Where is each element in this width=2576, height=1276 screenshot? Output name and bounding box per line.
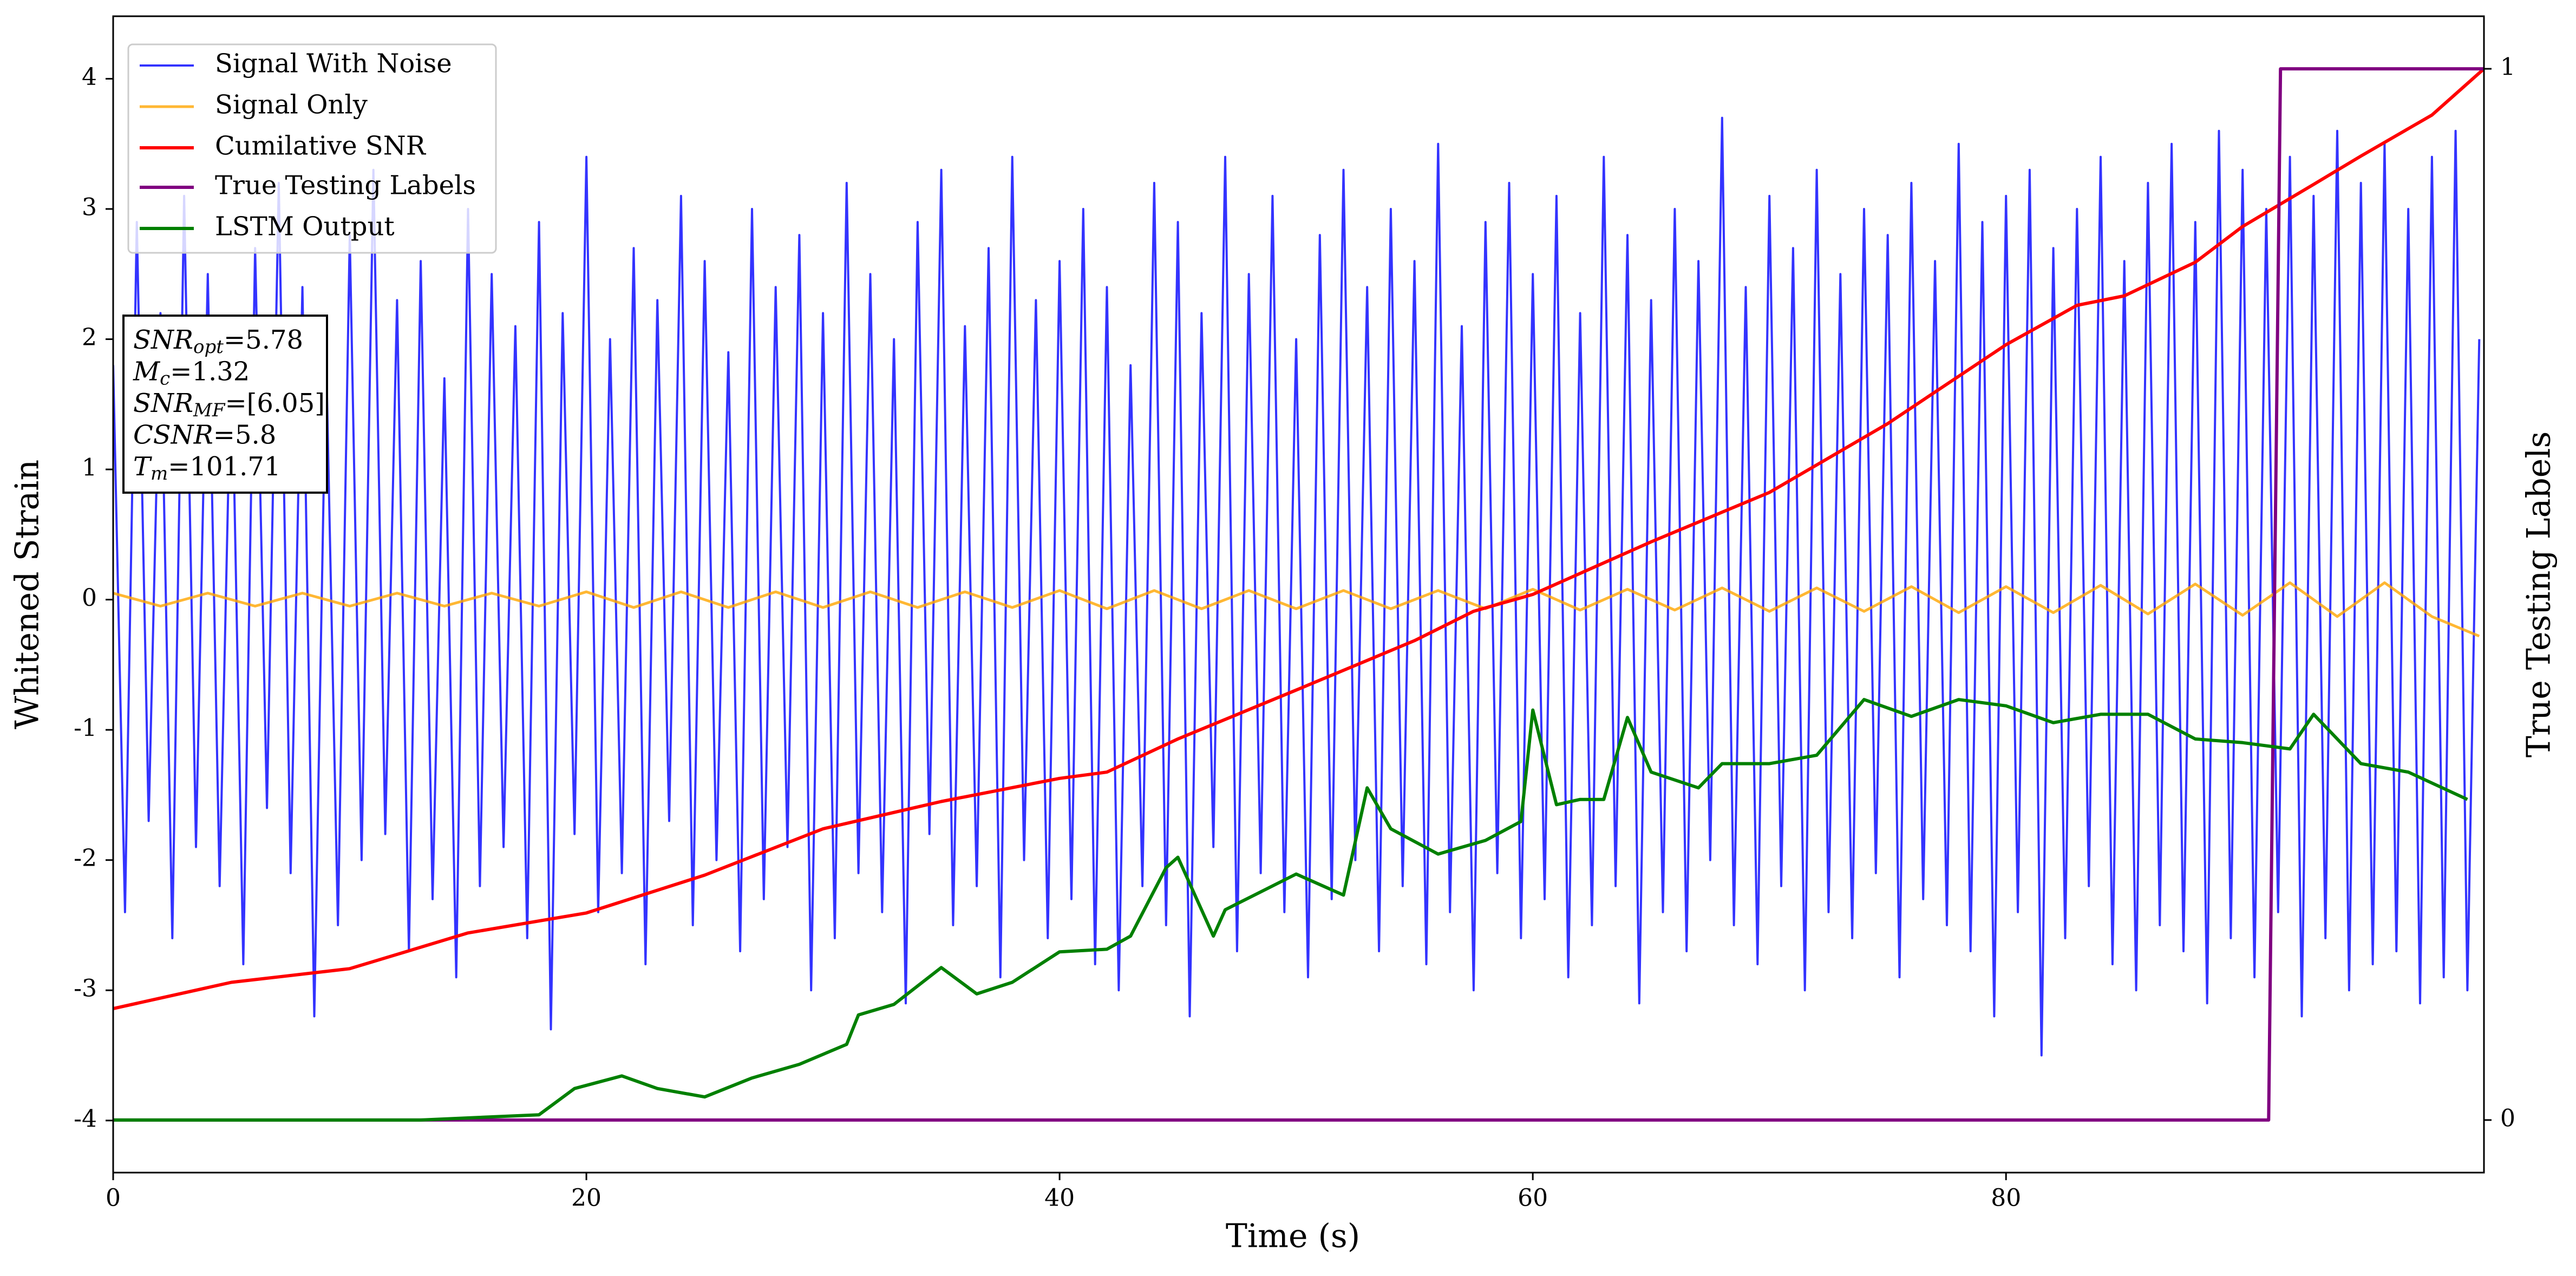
y2-axis-label: True Testing Labels	[2520, 431, 2558, 758]
annotation-subscript: c	[160, 368, 170, 390]
annotation-line: SNRMF=[6.05]	[133, 388, 325, 422]
annotation-value: =5.8	[213, 420, 277, 450]
annotation-symbol: SNR	[133, 388, 193, 418]
axes-frame	[112, 15, 2485, 1174]
annotation-line: SNRopt=5.78	[133, 325, 303, 358]
annotation-line: Tm=101.71	[133, 451, 280, 485]
annotation-line: Mc=1.32	[133, 356, 250, 390]
x-tick-label: 60	[1518, 1185, 1548, 1212]
plot-area	[113, 67, 2484, 1122]
y-tick-label: 2	[82, 324, 97, 351]
legend-label: LSTM Output	[215, 212, 395, 242]
x-axis-label: Time (s)	[1226, 1218, 1360, 1255]
annotation-value: =1.32	[170, 356, 250, 387]
y-tick-label: 0	[82, 584, 97, 612]
series-line	[113, 67, 2484, 1122]
legend-label: True Testing Labels	[215, 171, 476, 201]
series-line	[113, 116, 2481, 1057]
annotation-symbol: CSNR	[133, 420, 213, 450]
annotation-subscript: MF	[193, 400, 226, 421]
annotation-value: =101.71	[168, 451, 280, 482]
annotation-value: =5.78	[224, 325, 303, 355]
x-tick-label: 80	[1991, 1185, 2021, 1212]
annotation-symbol: M	[133, 356, 161, 387]
y-tick-label: -2	[74, 845, 97, 872]
y-tick-label: 4	[82, 63, 97, 91]
legend-box	[127, 43, 497, 254]
y2-tick-label: 0	[2500, 1104, 2515, 1132]
annotation-box	[122, 315, 328, 494]
y-tick-label: 1	[82, 454, 97, 482]
legend: Signal With Noise Signal Only Cumilative S…	[127, 43, 497, 254]
y-tick-label: -1	[74, 715, 97, 742]
annotation-line: CSNR=5.8	[133, 420, 276, 450]
x-tick-label: 20	[571, 1185, 601, 1212]
y2-tick-label: 1	[2500, 54, 2515, 81]
series-line	[113, 67, 2484, 1011]
annotation-symbol: SNR	[133, 325, 193, 355]
x-tick-label: 40	[1044, 1185, 1075, 1212]
series-line	[113, 581, 2480, 638]
series-line	[113, 698, 2468, 1122]
annotation: SNRopt=5.78Mc=1.32SNRMF=[6.05]CSNR=5.8Tm…	[122, 315, 328, 494]
annotation-value: =[6.05]	[225, 388, 325, 418]
legend-label: Cumilative SNR	[215, 131, 427, 161]
y-tick-label: -3	[74, 975, 97, 1003]
x-tick-label: 0	[106, 1185, 121, 1212]
y-tick-label: 3	[82, 194, 97, 221]
y-tick-label: -4	[74, 1105, 97, 1133]
y-axis-label: Whitened Strain	[9, 460, 47, 729]
annotation-subscript: m	[151, 463, 168, 485]
legend-label: Signal Only	[215, 90, 368, 120]
legend-label: Signal With Noise	[215, 49, 452, 79]
annotation-subscript: opt	[193, 336, 224, 358]
annotation-symbol: T	[133, 451, 152, 482]
